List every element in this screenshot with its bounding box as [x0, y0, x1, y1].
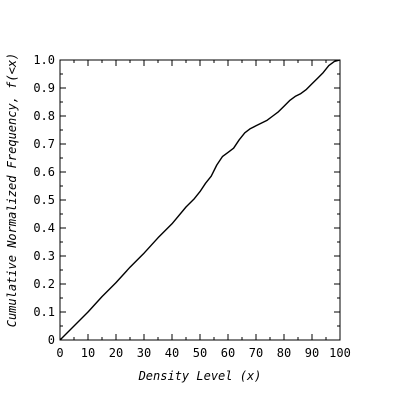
cumulative-curve: [59, 59, 341, 341]
x-tick-label: 10: [81, 346, 95, 360]
y-tick-label: 0.8: [33, 109, 55, 123]
x-tick-label: 100: [329, 346, 351, 360]
x-tick-label: 90: [305, 346, 319, 360]
x-tick-label: 60: [221, 346, 235, 360]
y-tick-label: 0.7: [33, 137, 55, 151]
y-tick-label: 0.6: [33, 165, 55, 179]
axis-ticks: [59, 59, 341, 341]
y-tick-label: 0.1: [33, 305, 55, 319]
plot-frame: [59, 59, 341, 341]
y-tick-label: 0.2: [33, 277, 55, 291]
x-tick-label: 40: [165, 346, 179, 360]
x-tick-label: 30: [137, 346, 151, 360]
x-tick-label: 0: [56, 346, 63, 360]
y-tick-label: 0: [48, 333, 55, 347]
y-tick-label: 0.5: [33, 193, 55, 207]
y-axis-label: Cumulative Normalized Frequency, f(<x): [5, 53, 19, 328]
x-axis-label: Density Level (x): [138, 369, 262, 383]
y-tick-label: 0.9: [33, 81, 55, 95]
y-tick-label: 0.3: [33, 249, 55, 263]
tick-labels: 0 10 20 30 40 50 60 70 80 90 100 0 0.1 0.2 0.3 0.4 0.5 0.…: [33, 53, 351, 360]
y-tick-label: 1.0: [33, 53, 55, 67]
x-tick-label: 20: [109, 346, 123, 360]
y-tick-label: 0.4: [33, 221, 55, 235]
x-tick-label: 50: [193, 346, 207, 360]
x-tick-label: 70: [249, 346, 263, 360]
x-tick-label: 80: [277, 346, 291, 360]
